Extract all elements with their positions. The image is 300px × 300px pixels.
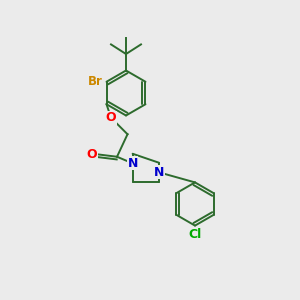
Text: N: N — [128, 157, 138, 170]
Text: O: O — [106, 111, 116, 124]
Text: N: N — [154, 166, 164, 179]
Text: Cl: Cl — [188, 227, 202, 241]
Text: Br: Br — [88, 75, 103, 88]
Text: O: O — [87, 148, 98, 161]
